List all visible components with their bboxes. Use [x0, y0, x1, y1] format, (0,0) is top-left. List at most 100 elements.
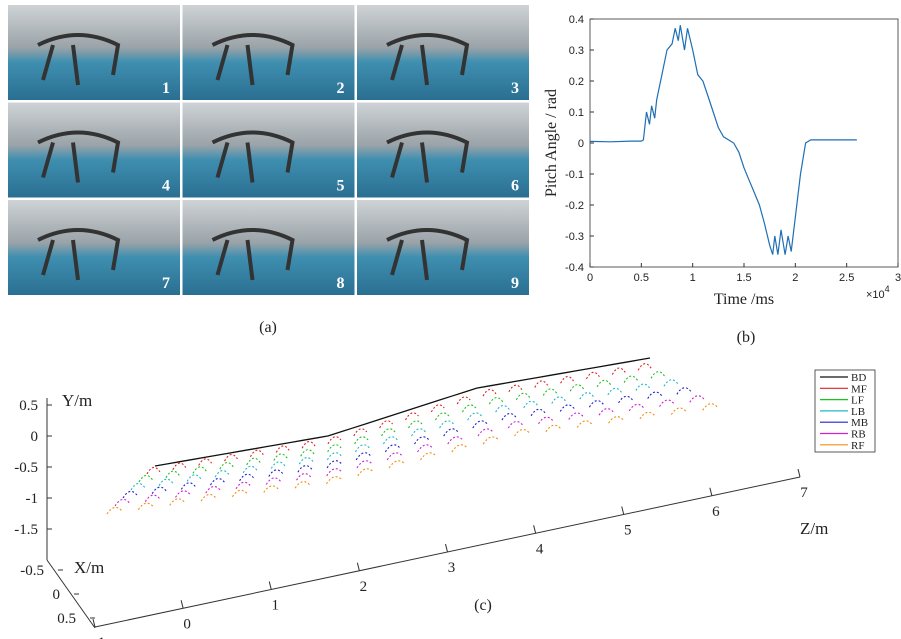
x-tick-label: 2.5	[839, 272, 854, 284]
z-tick-label: 4	[536, 541, 544, 557]
legend-label: LF	[851, 395, 864, 407]
trajectory	[114, 395, 706, 507]
y-tick-label: -0.4	[565, 262, 584, 274]
z-tick-label: 7	[800, 485, 808, 501]
panel-a: 1 2 3 4 5 6 7 8 9	[8, 5, 529, 295]
x-offset-label: ×104	[866, 284, 890, 301]
y-tick-label: 0.2	[569, 76, 584, 88]
x-axis-label: X/m	[74, 558, 104, 577]
caption: (c)	[474, 597, 492, 614]
legend-label: MB	[851, 417, 868, 429]
y-tick-label: 0.3	[569, 45, 584, 57]
z-tick-label: -1	[93, 635, 106, 639]
robot-silhouette	[37, 130, 121, 183]
photo-frame	[357, 200, 529, 295]
robot-silhouette	[37, 228, 121, 281]
x-tick-label: -0.5	[20, 563, 44, 579]
x-axis	[46, 559, 96, 629]
frame-label: 2	[337, 80, 345, 97]
x-offset-exponent: 4	[885, 284, 890, 294]
trajectory	[154, 357, 651, 467]
y-axis-label: Pitch Angle / rad	[543, 89, 560, 197]
photo-frame	[8, 200, 180, 295]
robot-silhouette	[37, 33, 121, 86]
z-tick-label: 2	[360, 579, 368, 595]
robot-silhouette	[386, 33, 470, 86]
photo-frame	[182, 5, 355, 100]
z-tick-label: 1	[272, 598, 280, 614]
frame-label: 4	[162, 178, 170, 195]
x-axis-label: Time /ms	[714, 291, 774, 308]
trajectory	[122, 387, 692, 499]
y-tick-label: -1	[26, 491, 39, 507]
y-tick-label: 0.4	[569, 14, 584, 26]
plot-area	[589, 18, 899, 268]
legend-label: RB	[851, 429, 866, 441]
photo-frame	[182, 102, 355, 198]
photo-frame	[182, 200, 355, 295]
robot-silhouette	[211, 33, 295, 86]
frame-label: 8	[337, 275, 345, 292]
z-tick	[92, 618, 96, 628]
x-tick-label: 2	[792, 272, 798, 284]
z-tick	[268, 581, 272, 590]
panel-b: -0.4 -0.3 -0.2 -0.1 0 0.1 0.2 0.3 0.4 0 0.5 1 1.5 2 2.…	[543, 14, 901, 346]
photo-frame	[357, 5, 529, 100]
robot-silhouette	[386, 228, 470, 281]
frame-label: 6	[511, 178, 519, 195]
z-tick	[797, 468, 801, 478]
legend-label: LB	[851, 406, 865, 418]
z-tick	[356, 562, 360, 571]
frame-label: 1	[162, 80, 170, 97]
y-tick-label: 0.5	[19, 398, 38, 414]
robot-silhouette	[386, 130, 470, 183]
y-tick-label: -0.5	[14, 460, 38, 476]
caption: (a)	[259, 319, 277, 336]
y-tick-label: -0.1	[565, 169, 584, 181]
x-tick-label: 0.5	[57, 611, 76, 627]
x-tick-label: 0	[53, 587, 61, 603]
photo-frame	[8, 102, 180, 198]
x-tick-label: 3	[895, 272, 901, 284]
z-tick-label: 5	[624, 523, 632, 539]
z-tick-label: 6	[712, 504, 720, 520]
trajectory	[130, 379, 679, 491]
frame-label: 3	[511, 80, 519, 97]
frame-label: 9	[511, 275, 519, 292]
z-tick-label: 3	[448, 560, 456, 576]
x-offset-base: ×10	[866, 289, 885, 301]
z-tick-label: 0	[183, 616, 191, 632]
y-tick-label: 0	[31, 429, 39, 445]
y-axis-label: Y/m	[62, 391, 92, 410]
y-tick-label: 0.1	[569, 107, 584, 119]
y-tick-label: 0	[578, 138, 584, 150]
frame-label: 5	[337, 178, 345, 195]
robot-silhouette	[211, 130, 295, 183]
legend-label: MF	[851, 383, 867, 395]
trajectory	[146, 363, 652, 475]
y-tick-label: -0.2	[565, 200, 584, 212]
frame-label: 7	[162, 275, 170, 292]
z-tick	[533, 525, 537, 534]
photo-frame	[357, 102, 529, 198]
panel-c: 0.5 0 -0.5 -1 -1.5 Y/m -0.5 0 0.5 X/m -1 0 1 2 3 4 5 6 7 Z/…	[14, 357, 876, 639]
z-axis-label: Z/m	[800, 519, 828, 538]
trajectory	[138, 371, 665, 483]
z-tick	[445, 543, 448, 553]
y-tick-label: -0.3	[565, 231, 584, 243]
x-tick-label: 1.5	[736, 272, 751, 284]
legend-label: BD	[851, 372, 866, 384]
z-tick	[709, 487, 713, 496]
x-tick-label: 0.5	[634, 272, 649, 284]
z-tick	[621, 506, 625, 515]
data-line	[589, 25, 857, 255]
caption: (b)	[737, 329, 756, 346]
photo-frame	[8, 5, 180, 100]
robot-silhouette	[211, 228, 295, 281]
legend-label: RF	[851, 440, 864, 452]
y-tick-label: -1.5	[14, 522, 38, 538]
z-tick	[180, 600, 184, 609]
